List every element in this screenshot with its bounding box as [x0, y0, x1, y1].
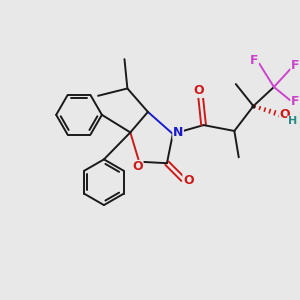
Text: O: O: [194, 84, 205, 97]
Text: H: H: [288, 116, 297, 126]
Text: O: O: [132, 160, 143, 173]
Text: O: O: [183, 174, 194, 187]
Text: F: F: [291, 95, 299, 108]
Text: N: N: [173, 126, 183, 139]
Text: F: F: [291, 59, 299, 72]
Text: O: O: [279, 108, 290, 121]
Text: F: F: [250, 53, 258, 67]
